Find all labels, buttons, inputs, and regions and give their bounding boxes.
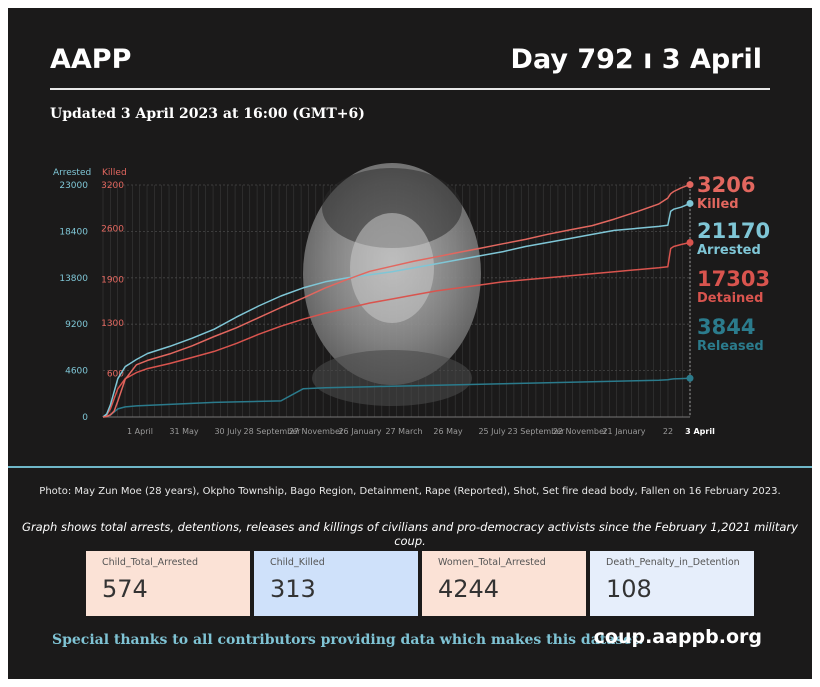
stat-child-killed: Child_Killed 313	[254, 551, 418, 616]
stat-label: Women_Total_Arrested	[438, 557, 546, 568]
x-tick-label: 22 November	[553, 427, 608, 436]
chart-series	[102, 181, 694, 418]
cumulative-line-chart: Arrested Killed 0 4600 9200 13800 18400 23000 60…	[53, 163, 770, 436]
end-label-name: Arrested	[697, 243, 761, 258]
victim-photo	[303, 163, 481, 406]
x-tick-label: 28 September	[244, 427, 302, 436]
x-tick-label: 21 January	[602, 427, 645, 436]
x-tick-label: 25 July	[478, 427, 505, 436]
end-label-name: Released	[697, 339, 764, 354]
right-tick-label: 1300	[101, 319, 124, 329]
stat-label: Child_Killed	[270, 557, 325, 568]
series-endpoint-arrested	[686, 199, 694, 207]
x-tick-label: 22	[663, 427, 673, 436]
stat-death-penalty-in-detention: Death_Penalty_in_Detention 108	[590, 551, 754, 616]
end-label-value: 17303	[697, 267, 770, 291]
end-label-name: Detained	[697, 291, 763, 306]
x-tick-label: 26 May	[433, 427, 463, 436]
series-endpoint-released	[686, 374, 694, 382]
right-tick-label: 2600	[101, 225, 124, 235]
series-endpoint-killed	[686, 181, 694, 189]
x-tick-label: 30 July	[214, 427, 241, 436]
thanks-note: Special thanks to all contributors provi…	[52, 632, 644, 648]
series-line-killed	[102, 183, 691, 418]
right-tick-label: 3200	[101, 181, 124, 191]
right-tick-label: 1900	[101, 275, 124, 285]
left-tick-label: 13800	[59, 274, 88, 284]
stat-label: Child_Total_Arrested	[102, 557, 198, 568]
stats-row: Child_Total_Arrested 574 Child_Killed 31…	[86, 551, 754, 616]
series-line-detained	[102, 241, 691, 418]
left-tick-label: 4600	[65, 367, 88, 377]
right-axis-title: Killed	[102, 168, 127, 178]
end-label-value: 3844	[697, 315, 755, 339]
left-axis-title: Arrested	[53, 168, 91, 178]
x-tick-label: 3 April	[685, 427, 715, 436]
stat-label: Death_Penalty_in_Detention	[606, 557, 740, 568]
series-line-arrested	[102, 202, 691, 418]
stat-child-total-arrested: Child_Total_Arrested 574	[86, 551, 250, 616]
left-tick-label: 18400	[59, 227, 88, 237]
series-endpoint-detained	[686, 238, 694, 246]
left-tick-label: 23000	[59, 181, 88, 191]
day-counter: Day 792 ı 3 April	[510, 44, 762, 75]
stat-value: 313	[270, 575, 316, 603]
end-label-value: 3206	[697, 173, 755, 197]
stat-value: 4244	[438, 575, 500, 603]
x-tick-label: 27 November	[289, 427, 344, 436]
x-tick-label: 26 January	[338, 427, 381, 436]
photo-caption: Photo: May Zun Moe (28 years), Okpho Tow…	[39, 486, 781, 497]
x-tick-label: 31 May	[169, 427, 199, 436]
section-divider	[8, 466, 812, 468]
left-tick-label: 9200	[65, 320, 88, 330]
x-tick-label: 27 March	[385, 427, 422, 436]
updated-timestamp: Updated 3 April 2023 at 16:00 (GMT+6)	[50, 106, 365, 122]
chart-axes: Arrested Killed 0 4600 9200 13800 18400 23000 60…	[53, 168, 715, 436]
x-tick-label: 23 September	[508, 427, 566, 436]
infographic-card: AAPP Day 792 ı 3 April Updated 3 April 2…	[8, 8, 812, 679]
graph-note: Graph shows total arrests, detentions, r…	[22, 520, 798, 548]
stat-value: 574	[102, 575, 148, 603]
end-label-value: 21170	[697, 219, 770, 243]
series-line-released	[102, 377, 691, 418]
end-label-name: Killed	[697, 197, 739, 212]
stat-women-total-arrested: Women_Total_Arrested 4244	[422, 551, 586, 616]
page-title: AAPP	[50, 44, 132, 75]
header-divider	[50, 88, 770, 90]
site-url[interactable]: coup.aappb.org	[593, 626, 762, 648]
left-tick-label: 0	[82, 413, 88, 423]
stat-value: 108	[606, 575, 652, 603]
x-tick-label: 1 April	[127, 427, 153, 436]
right-tick-label: 600	[107, 370, 124, 380]
